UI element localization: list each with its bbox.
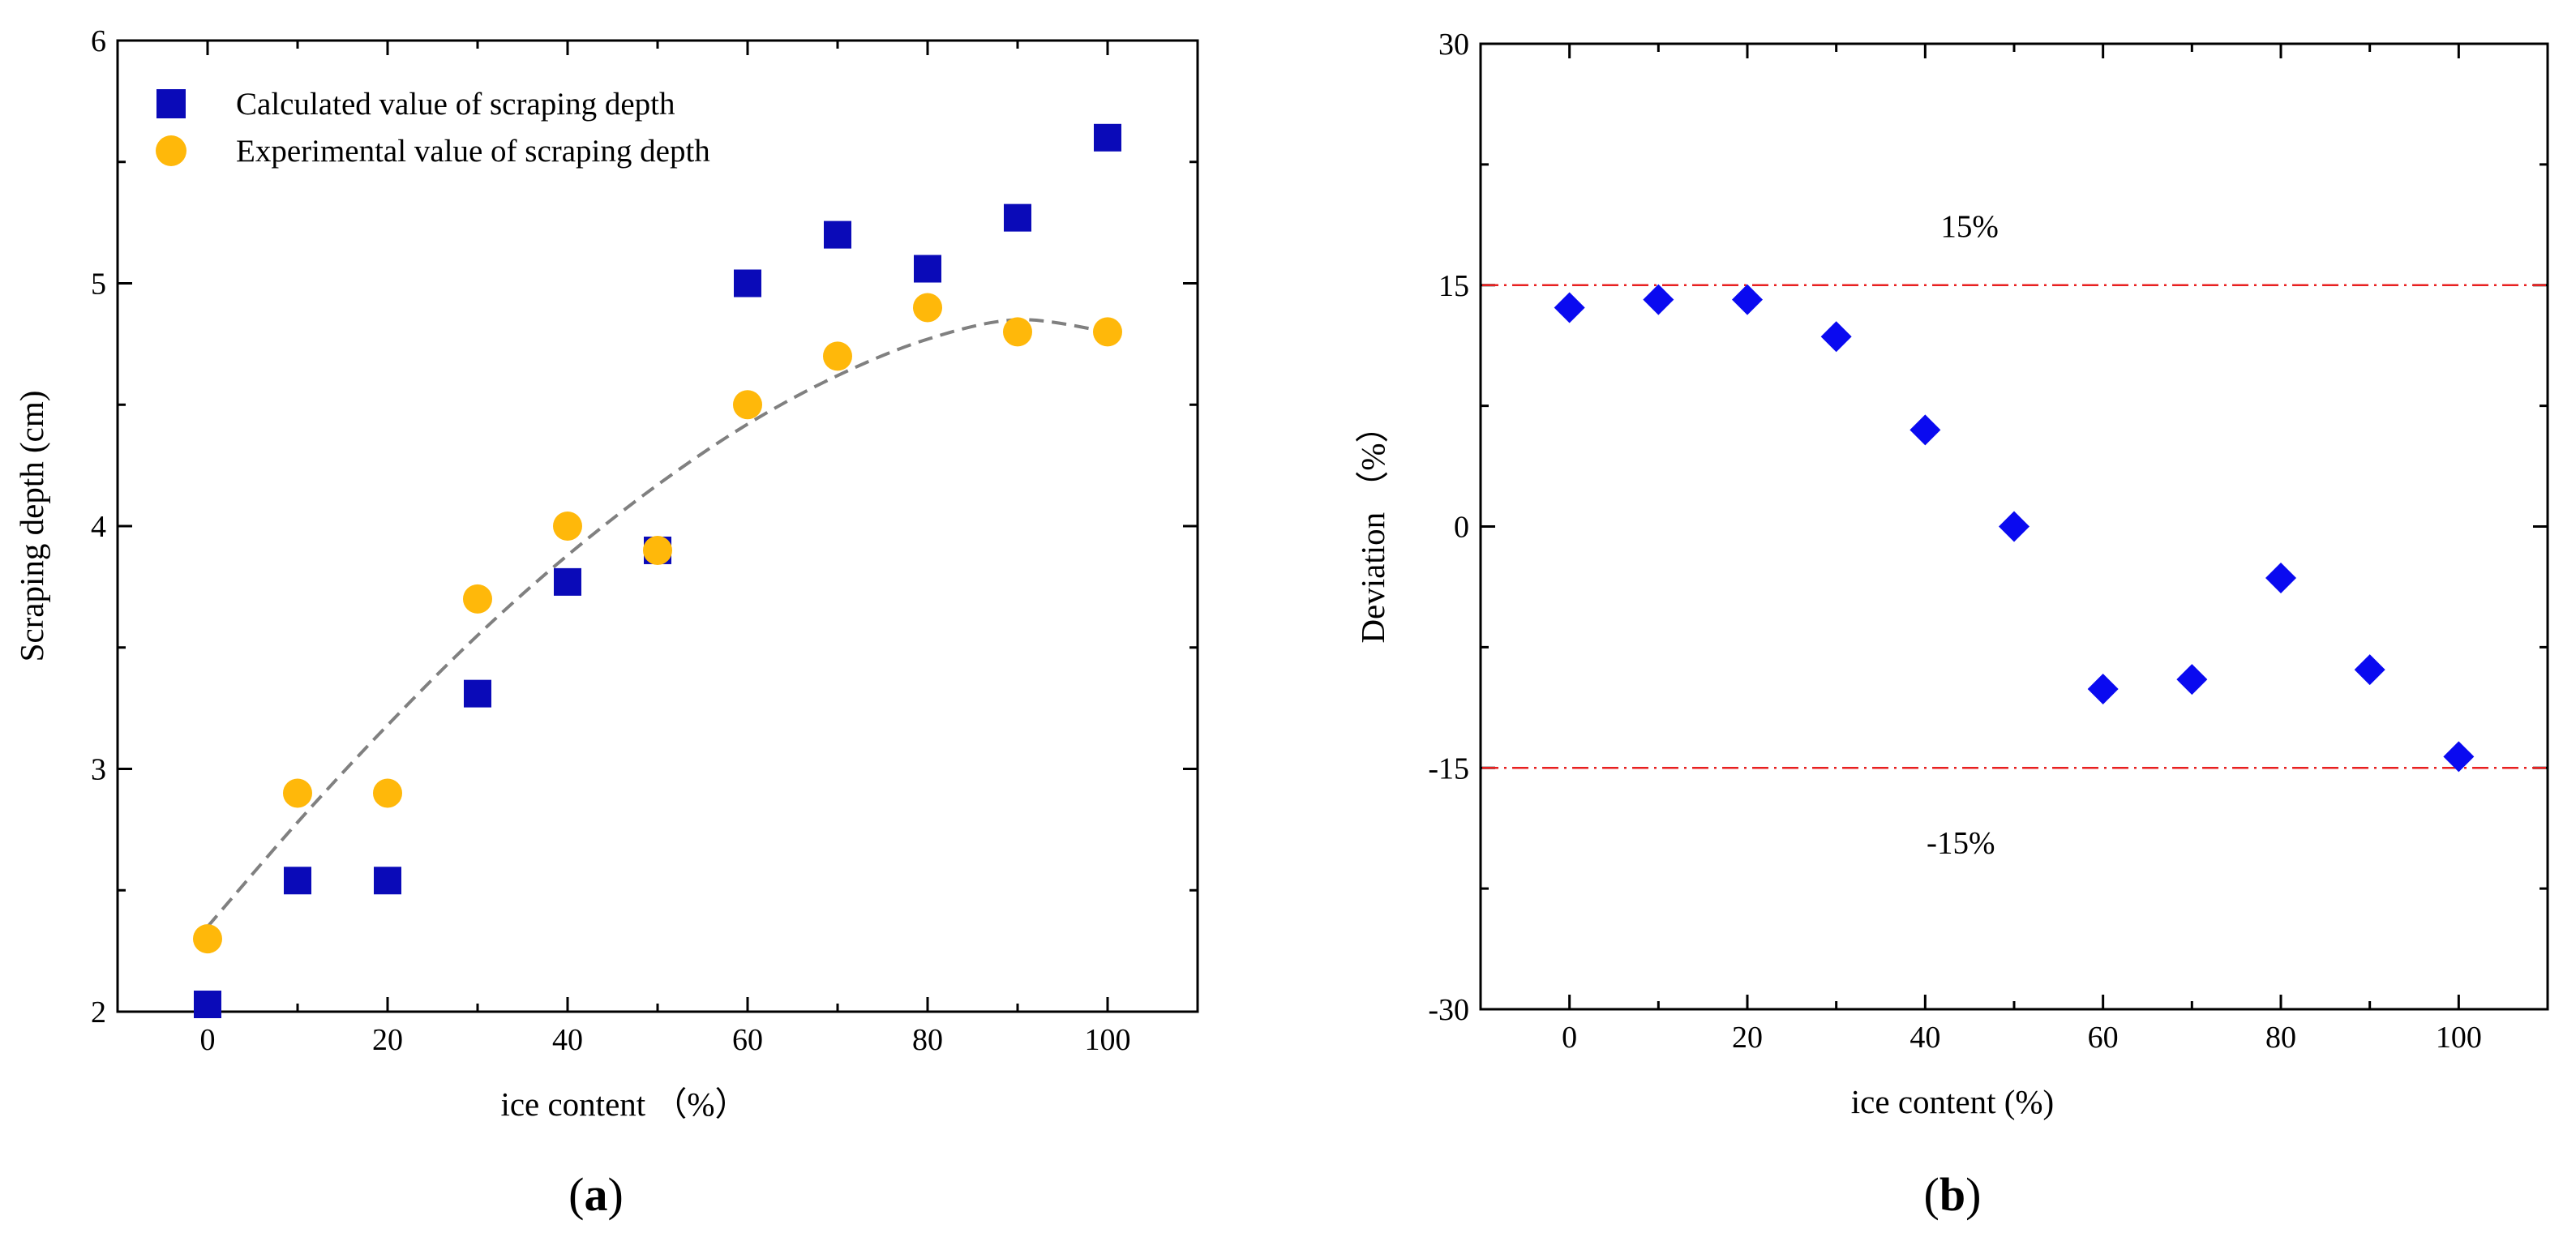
panel-letter: a [585, 1168, 608, 1221]
deviation-point [1554, 292, 1585, 323]
panel-label: (a) [568, 1168, 624, 1221]
experimental-point [823, 341, 852, 371]
experimental-point [193, 924, 222, 954]
deviation-point [1732, 284, 1763, 315]
y-tick-label: 3 [91, 753, 106, 787]
y-axis-title: Scraping depth (cm) [13, 391, 50, 662]
panel-a-chart: 0 20 40 60 80 100 2 3 4 5 6 ice content （%） Scraping… [13, 24, 1199, 1221]
panel-label: (b) [1924, 1168, 1982, 1221]
calculated-point [464, 679, 491, 708]
panel-letter: b [1940, 1168, 1965, 1221]
reference-line-label: -15% [1927, 825, 1995, 860]
experimental-point [643, 535, 672, 565]
legend-circle-marker [156, 135, 186, 166]
calculated-point [1004, 203, 1031, 232]
y-tick-label: 0 [1454, 511, 1469, 545]
legend-label: Calculated value of scraping depth [236, 87, 675, 122]
experimental-point [1003, 317, 1032, 347]
deviation-point [2176, 664, 2208, 696]
reference-line-label: 15% [1940, 209, 1999, 244]
calculated-point [374, 867, 401, 895]
x-tick-label: 20 [372, 1023, 403, 1057]
y-tick-label: 4 [91, 510, 106, 544]
experimental-point [463, 584, 492, 614]
deviation-point [2265, 563, 2296, 594]
x-tick-label: 80 [2265, 1021, 2296, 1055]
calculated-point [824, 220, 851, 249]
calculated-point [554, 567, 581, 596]
legend-square-marker [156, 89, 186, 118]
experimental-point [373, 778, 402, 808]
deviation-point [1643, 284, 1674, 315]
x-tick-label: 20 [1732, 1021, 1763, 1055]
y-tick-label: -30 [1428, 993, 1469, 1027]
y-tick-label: 2 [91, 995, 106, 1030]
experimental-point [553, 512, 582, 541]
x-tick-label: 0 [1562, 1021, 1577, 1055]
trend-line [206, 318, 1108, 928]
y-axis-title: Deviation （%） [1354, 409, 1391, 643]
experimental-point [733, 390, 762, 420]
x-tick-label: 60 [2088, 1021, 2119, 1055]
x-tick-label: 100 [2436, 1021, 2482, 1055]
experimental-point [283, 778, 312, 808]
x-tick-label: 40 [1909, 1021, 1940, 1055]
deviation-point [1909, 414, 1941, 446]
deviation-point [1999, 511, 2030, 542]
deviation-point [1820, 321, 1852, 353]
y-tick-label: -15 [1428, 751, 1469, 786]
legend-label: Experimental value of scraping depth [236, 134, 710, 169]
x-tick-label: 100 [1085, 1023, 1131, 1057]
x-tick-label: 80 [912, 1023, 943, 1057]
deviation-point [2087, 673, 2119, 704]
y-tick-label: 30 [1438, 28, 1469, 62]
x-tick-label: 60 [732, 1023, 763, 1057]
x-tick-label: 0 [200, 1023, 216, 1057]
experimental-point [913, 293, 942, 323]
calculated-point [284, 867, 311, 895]
calculated-point [1094, 123, 1121, 152]
calculated-point [734, 269, 761, 298]
y-tick-label: 15 [1438, 269, 1469, 303]
deviation-point [2443, 741, 2475, 773]
y-tick-label: 5 [91, 268, 106, 302]
x-axis-title: ice content (%) [1851, 1083, 2054, 1120]
y-tick-label: 6 [91, 24, 106, 58]
x-axis-title: ice content （%） [500, 1085, 748, 1123]
panel-b-chart: 0 20 40 60 80 100 -30 -15 0 15 30 ice content (%) De… [1354, 28, 2549, 1221]
calculated-point [194, 991, 221, 1019]
plot-frame [116, 39, 1199, 1013]
deviation-point [2354, 654, 2385, 686]
experimental-point [1093, 317, 1122, 347]
x-tick-label: 40 [552, 1023, 583, 1057]
calculated-point [914, 255, 941, 283]
